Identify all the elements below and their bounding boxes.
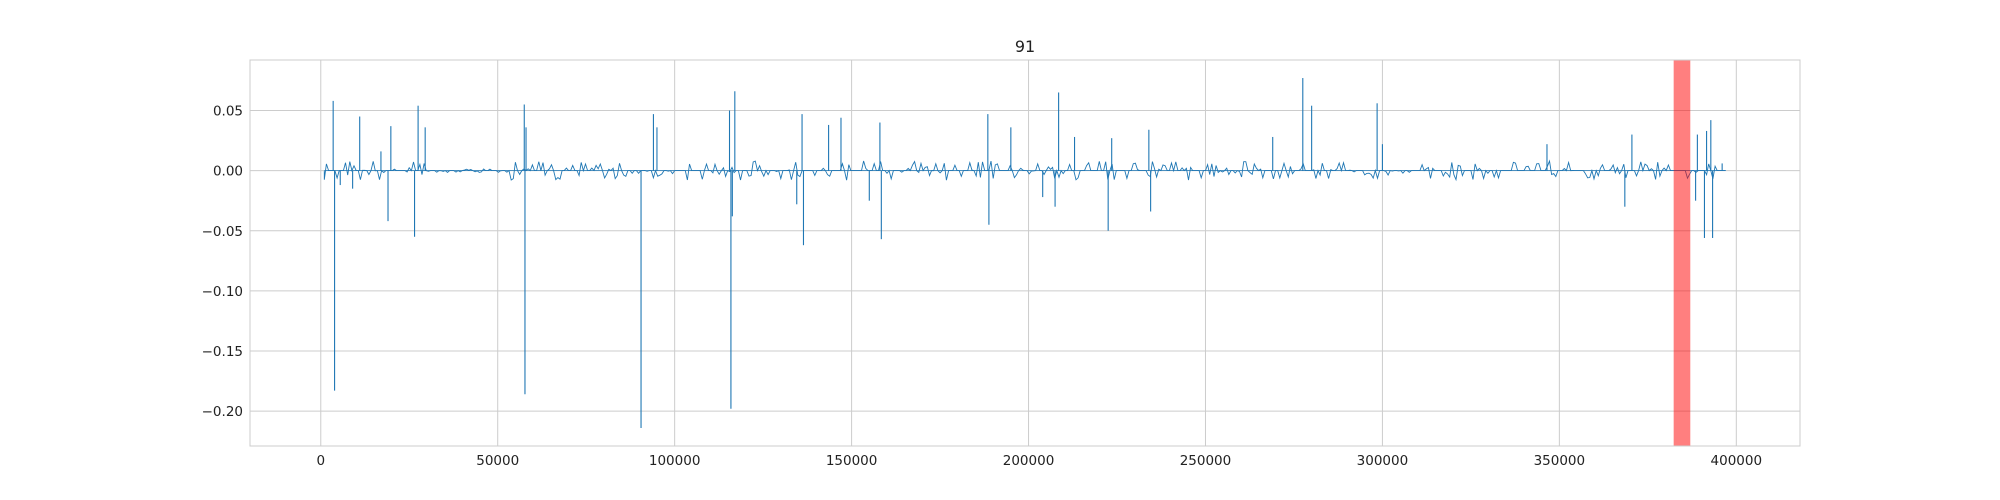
y-tick-label: −0.05	[202, 224, 243, 240]
x-tick-label: 400000	[1711, 453, 1763, 469]
y-tick-label: 0.05	[213, 104, 243, 120]
x-tick-label: 250000	[1180, 453, 1232, 469]
y-tick-labels: −0.20 −0.15 −0.10 −0.05 0.00 0.05	[202, 104, 243, 421]
x-tick-label: 50000	[476, 453, 519, 469]
highlight-span	[1673, 60, 1691, 446]
x-tick-label: 200000	[1003, 453, 1055, 469]
y-tick-label: −0.20	[202, 404, 243, 420]
x-gridlines	[320, 60, 1737, 446]
x-tick-labels: 0 50000 100000 150000 200000 250000 300000 3500…	[316, 453, 1762, 469]
y-tick-label: −0.10	[202, 284, 243, 300]
y-tick-label: −0.15	[202, 344, 243, 360]
x-tick-label: 150000	[826, 453, 878, 469]
x-tick-label: 350000	[1534, 453, 1586, 469]
x-tick-label: 300000	[1357, 453, 1409, 469]
x-tick-label: 100000	[649, 453, 701, 469]
plot-frame	[249, 59, 1801, 447]
y-tick-label: 0.00	[213, 164, 243, 180]
series-line-layer	[323, 78, 1726, 428]
x-tick-label: 0	[316, 453, 325, 469]
plot-area-background	[250, 60, 1800, 446]
chart-title: 91	[1015, 37, 1035, 56]
